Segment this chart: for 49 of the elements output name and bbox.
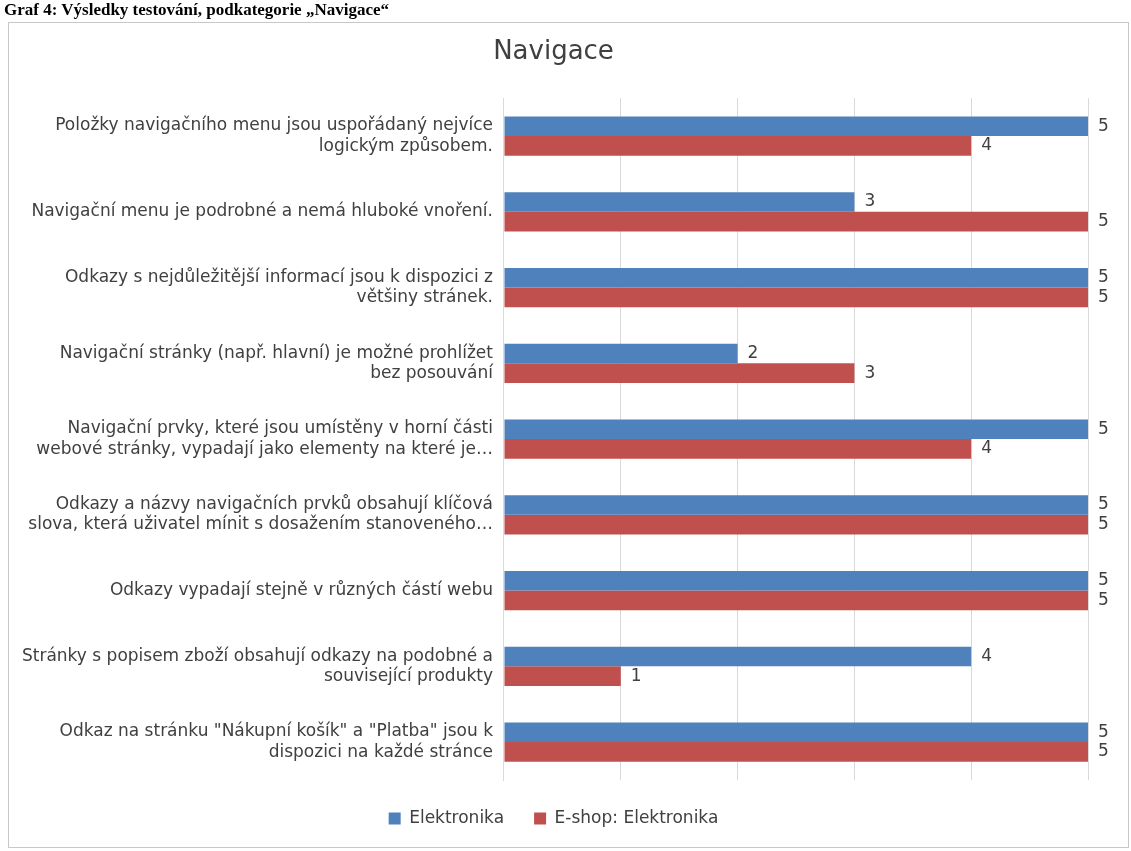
bar bbox=[504, 267, 1088, 288]
bar bbox=[504, 116, 1088, 137]
data-label: 4 bbox=[981, 134, 993, 155]
data-label: 4 bbox=[981, 437, 993, 458]
data-label: 4 bbox=[981, 644, 993, 665]
y-tick-label: Odkaz na stránku "Nákupní košík" a "Platba" jsou k dispozici na každé stránce bbox=[59, 720, 494, 761]
data-label: 5 bbox=[1098, 493, 1109, 514]
bar bbox=[504, 192, 855, 212]
bar bbox=[504, 343, 738, 364]
bar bbox=[504, 287, 1088, 308]
legend-label: E-shop: Elektronika bbox=[554, 806, 719, 827]
data-label: 5 bbox=[1098, 210, 1109, 231]
data-label: 5 bbox=[1098, 588, 1109, 609]
y-tick-label: Odkazy s nejdůležitější informací jsou k dispozici z většiny stránek. bbox=[64, 265, 494, 307]
data-label: 5 bbox=[1098, 266, 1109, 287]
y-tick-label: Navigační stránky (např. hlavní) je možné prohlížet bez posouvání bbox=[59, 341, 495, 382]
bar bbox=[504, 514, 1088, 535]
y-tick-label: Položky navigačního menu jsou uspořádaný nejvíce logickým způsobem. bbox=[55, 114, 493, 155]
bar bbox=[504, 646, 972, 667]
data-label: 5 bbox=[1098, 417, 1109, 438]
data-label: 5 bbox=[1098, 114, 1109, 135]
bar bbox=[504, 363, 855, 384]
bar bbox=[504, 666, 621, 687]
y-tick-label: Odkazy vypadají stejně v různých částí webu bbox=[109, 579, 493, 600]
bar bbox=[504, 722, 1088, 743]
bar bbox=[504, 570, 1088, 591]
chart-title: Navigace bbox=[493, 35, 614, 66]
data-label: 3 bbox=[864, 190, 876, 211]
bar bbox=[504, 419, 1088, 440]
y-tick-label: Navigační prvky, které jsou umístěny v horní části webové stránky, vypadají jako elementy na které je… bbox=[36, 417, 493, 458]
data-label: 5 bbox=[1098, 513, 1109, 534]
bar bbox=[504, 136, 972, 156]
bar bbox=[504, 439, 972, 459]
data-label: 2 bbox=[747, 341, 759, 362]
legend-label: Elektronika bbox=[409, 806, 505, 827]
data-label: 5 bbox=[1098, 740, 1109, 761]
data-label: 5 bbox=[1098, 720, 1109, 741]
y-tick-label: Stránky s popisem zboží obsahují odkazy na podobné a související produkty bbox=[21, 644, 493, 685]
text: Graf 4: Výsledky testování, podkategorie „Navigace“ bbox=[3, 0, 390, 20]
y-tick-label: Navigační menu je podrobné a nemá hluboké vnoření. bbox=[31, 200, 493, 221]
bar bbox=[504, 495, 1088, 515]
data-label: 1 bbox=[630, 664, 642, 685]
data-label: 5 bbox=[1098, 569, 1109, 590]
bar bbox=[504, 211, 1088, 232]
data-label: 3 bbox=[864, 361, 876, 382]
bar bbox=[504, 742, 1088, 762]
bar bbox=[504, 590, 1088, 611]
data-label: 5 bbox=[1098, 285, 1109, 306]
y-tick-label: Odkazy a názvy navigačních prvků obsahují klíčová slova, která uživatel mínit s dosažením stanoveného… bbox=[28, 493, 493, 534]
